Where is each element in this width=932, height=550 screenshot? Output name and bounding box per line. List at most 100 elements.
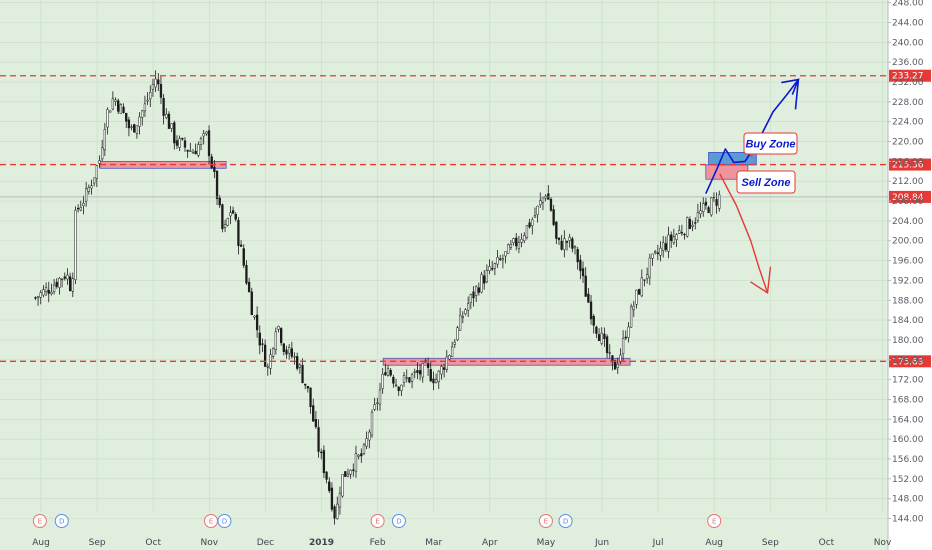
dividend-badge[interactable]: D [54,514,69,528]
candle [202,130,205,145]
candle-body-down [579,259,582,272]
candle-body-up [52,284,56,293]
candle-body-up [154,78,157,88]
candle-body-up [66,274,69,280]
candle [475,285,478,303]
dividend-badge[interactable]: D [391,514,406,528]
candle [426,357,430,376]
candle [280,327,283,346]
buy-zone-callout-box[interactable] [743,132,798,155]
candle-body-down [162,97,165,116]
candle [555,221,558,245]
candle-body-up [627,326,630,338]
price-tick-label: 212.00 [892,177,924,187]
candle-body-up [440,366,443,375]
price-tick-label: 228.00 [892,98,924,108]
candle [207,125,211,165]
candle-body-up [421,363,424,378]
candle [549,196,553,212]
price-axis-panel[interactable] [888,0,932,550]
candle [250,287,253,316]
candle-body-up [191,152,195,154]
candle [645,267,649,284]
candle [312,398,315,422]
time-tick-label: 2019 [309,538,334,548]
dividend-badge-circle [217,514,232,528]
time-tick-label: Apr [482,538,498,548]
candle [434,373,438,384]
candle-body-up [699,210,702,215]
candle [133,123,136,133]
candle [336,496,339,520]
earnings-badge-letter: E [544,518,548,526]
candle [258,325,261,355]
candle-body-up [95,165,98,179]
earnings-badge[interactable]: E [538,514,553,528]
horizontal-levels[interactable]: 233.27 215.36 175.69 208.84 [0,69,931,368]
plot-background [0,0,888,550]
candle-body-up [87,187,90,192]
candle [394,378,398,388]
earnings-badge[interactable]: E [32,514,47,528]
sell-zone-callout[interactable]: Sell Zone [736,170,796,194]
candle [608,344,611,359]
candle-body-down [213,166,216,172]
candle-body-up [373,404,376,410]
price-tick-label: 240.00 [892,38,924,48]
candle-body-down [133,124,136,133]
candle-body-down [704,201,708,206]
candle [656,244,659,261]
candle [322,445,326,478]
candle [330,482,334,512]
earnings-badge[interactable]: E [370,514,385,528]
candle-body-up [341,474,344,497]
projection-down-path[interactable] [719,173,769,294]
candle-body-down [565,241,569,243]
candle [60,278,64,288]
earnings-badge[interactable]: E [203,514,218,528]
candle-body-down [624,336,627,339]
candle-body-up [651,253,654,259]
candle-body-down [576,249,579,263]
candle-body-down [159,84,163,98]
candle-body-up [523,235,526,242]
time-tick-label: Sep [89,538,106,548]
candle [66,268,69,285]
dividend-badge-letter: D [222,518,227,526]
candle [509,240,513,250]
candle [603,327,606,347]
price-tick-label: 172.00 [892,376,924,386]
candle [512,237,515,246]
candle [304,383,307,390]
candle-body-down [322,450,326,473]
candle [413,368,416,379]
candle-body-up [39,292,42,298]
last-price-tag [889,190,931,203]
candle [627,322,630,343]
dividend-badge[interactable]: D [217,514,232,528]
dividend-badge[interactable]: D [558,514,573,528]
time-tick-label: Oct [819,538,835,548]
earnings-badge[interactable]: E [707,514,722,528]
candle-body-down [715,199,718,206]
candle [702,197,705,217]
candle-body-down [384,372,387,376]
candle [143,95,147,117]
sell-zone-callout-box[interactable] [736,170,796,194]
level-price-tag [889,158,931,171]
candle-body-down [683,233,686,236]
candle [226,217,229,227]
candle-body-down [320,451,323,454]
candle-body-down [613,360,617,370]
candle-body-up [678,230,681,234]
candle [368,429,371,449]
candle [442,363,446,378]
buy-zone-callout[interactable]: Buy Zone [743,132,798,155]
candle-body-down [328,481,331,492]
candle [373,397,376,412]
candle [266,363,269,376]
candle [213,160,216,179]
candle-body-down [325,471,328,480]
